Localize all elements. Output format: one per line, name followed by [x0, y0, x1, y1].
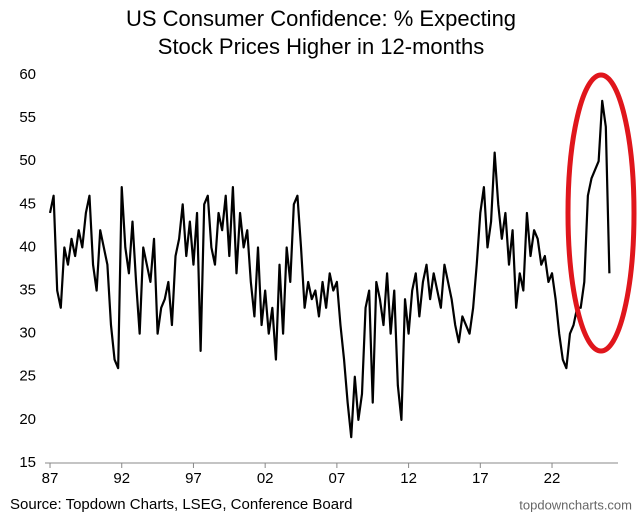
y-tick-label: 40 [19, 238, 36, 255]
chart-subtitle: Stock Prices Higher in 12-months [158, 34, 484, 59]
watermark: topdowncharts.com [519, 497, 632, 512]
y-tick-label: 20 [19, 411, 36, 428]
x-tick-label: 22 [544, 470, 561, 487]
y-tick-label: 50 [19, 152, 36, 169]
y-tick-label: 15 [19, 454, 36, 471]
x-tick-label: 02 [257, 470, 274, 487]
x-tick-label: 87 [42, 470, 59, 487]
y-tick-label: 60 [19, 66, 36, 83]
source: Source: Topdown Charts, LSEG, Conference… [10, 496, 352, 513]
highlight-ellipse [565, 72, 637, 354]
y-tick-label: 55 [19, 109, 36, 126]
x-tick-label: 92 [113, 470, 130, 487]
x-tick-label: 07 [329, 470, 346, 487]
x-tick-label: 97 [185, 470, 202, 487]
x-tick-label: 12 [400, 470, 417, 487]
chart-title: US Consumer Confidence: % Expecting [126, 6, 516, 31]
y-tick-label: 45 [19, 195, 36, 212]
y-tick-label: 25 [19, 368, 36, 385]
x-tick-label: 17 [472, 470, 489, 487]
y-tick-label: 35 [19, 282, 36, 299]
y-tick-label: 30 [19, 325, 36, 342]
series-line [48, 99, 611, 439]
